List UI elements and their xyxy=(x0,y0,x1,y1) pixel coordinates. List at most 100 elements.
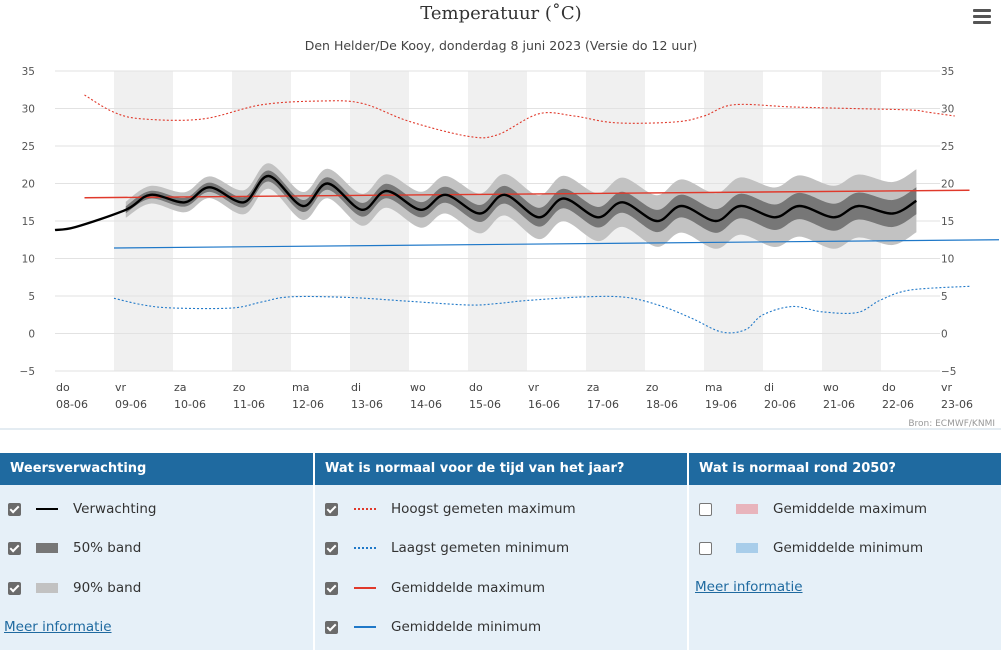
y-tick-label-right: 35 xyxy=(941,66,954,78)
legend-col-2050: Wat is normaal rond 2050? Gemiddelde max… xyxy=(687,453,1001,650)
legend-item-label: 50% band xyxy=(73,540,142,556)
legend-item-label: Gemiddelde maximum xyxy=(391,580,546,596)
legend-item-2050-max[interactable]: Gemiddelde maximum xyxy=(689,499,927,519)
y-tick-label-right: 15 xyxy=(941,216,954,228)
legend-item-record-min[interactable]: Laagst gemeten minimum xyxy=(315,538,569,558)
x-tick-date: 14-06 xyxy=(410,398,442,411)
y-tick-label-left: 5 xyxy=(28,291,35,303)
legend-checkbox[interactable] xyxy=(325,502,338,516)
y-tick-label-right: −5 xyxy=(941,366,956,378)
legend-item-90-band[interactable]: 90% band xyxy=(0,578,141,598)
y-tick-label-right: 20 xyxy=(941,179,954,191)
series-record-max xyxy=(84,94,955,139)
legend-item-label: Gemiddelde minimum xyxy=(391,619,542,635)
legend-checkbox[interactable] xyxy=(699,541,712,555)
legend-item-record-max[interactable]: Hoogst gemeten maximum xyxy=(315,499,576,519)
y-tick-label-left: 10 xyxy=(22,254,35,266)
line-swatch-icon xyxy=(354,587,376,589)
x-tick-day: di xyxy=(764,381,774,394)
meer-informatie-link[interactable]: Meer informatie xyxy=(4,619,112,635)
chart-svg: −5 0 5 10 15 20 25 30 35 −5 0 5 10 15 20 25 30 35 do 08-0… xyxy=(0,2,1001,430)
x-tick-date: 18-06 xyxy=(646,398,678,411)
x-tick-date: 15-06 xyxy=(469,398,501,411)
x-tick-day: za xyxy=(587,381,600,394)
y-tick-label-right: 5 xyxy=(941,291,948,303)
legend-checkbox[interactable] xyxy=(699,502,712,516)
box-swatch-icon xyxy=(36,543,58,553)
x-tick-date: 11-06 xyxy=(233,398,265,411)
legend-checkbox[interactable] xyxy=(8,541,21,555)
box-swatch-icon xyxy=(736,504,758,514)
meer-informatie-link[interactable]: Meer informatie xyxy=(695,579,803,595)
legend-item-label: Hoogst gemeten maximum xyxy=(391,501,576,517)
y-tick-label-left: 30 xyxy=(22,104,35,116)
x-tick-day: ma xyxy=(292,381,309,394)
legend-item-mean-min[interactable]: Gemiddelde minimum xyxy=(315,617,541,637)
series-mean-max xyxy=(84,189,970,199)
x-tick-date: 09-06 xyxy=(115,398,147,411)
legend-col-2050-title: Wat is normaal rond 2050? xyxy=(689,453,1001,485)
legend-item-label: Laagst gemeten minimum xyxy=(391,540,570,556)
chart-subtitle: Den Helder/De Kooy, donderdag 8 juni 202… xyxy=(305,38,698,53)
legend-item-label: Verwachting xyxy=(73,501,157,517)
legend-item-50-band[interactable]: 50% band xyxy=(0,538,141,558)
series-forecast xyxy=(54,174,918,232)
x-tick-date: 21-06 xyxy=(823,398,855,411)
legend-item-mean-max[interactable]: Gemiddelde maximum xyxy=(315,578,545,598)
series-record-min xyxy=(113,285,970,334)
x-tick-day: do xyxy=(469,381,483,394)
x-tick-day: vr xyxy=(528,381,540,394)
line-swatch-icon xyxy=(354,626,376,628)
box-swatch-icon xyxy=(736,543,758,553)
legend-checkbox[interactable] xyxy=(325,620,338,634)
y-tick-label-left: 35 xyxy=(22,66,35,78)
legend-checkbox[interactable] xyxy=(8,502,21,516)
y-tick-label-left: 0 xyxy=(28,329,35,341)
x-tick-day: vr xyxy=(941,381,953,394)
legend-col-normal: Wat is normaal voor de tijd van het jaar… xyxy=(313,453,687,650)
chart-source: Bron: ECMWF/KNMI xyxy=(908,419,995,429)
chart-title: Temperatuur (˚C) xyxy=(420,2,581,24)
y-tick-label-right: 25 xyxy=(941,141,954,153)
x-tick-date: 20-06 xyxy=(764,398,796,411)
x-tick-day: vr xyxy=(115,381,127,394)
line-swatch-icon xyxy=(36,508,58,510)
legend-checkbox[interactable] xyxy=(8,581,21,595)
chart-menu-icon[interactable] xyxy=(973,9,991,25)
legend-item-label: Gemiddelde maximum xyxy=(773,501,928,517)
x-tick-date: 12-06 xyxy=(292,398,324,411)
y-tick-label-left: −5 xyxy=(20,366,35,378)
box-swatch-icon xyxy=(36,583,58,593)
x-tick-day: ma xyxy=(705,381,722,394)
x-tick-day: do xyxy=(882,381,896,394)
y-tick-label-left: 20 xyxy=(22,179,35,191)
series-mean-min xyxy=(113,239,1000,249)
dotted-line-swatch-icon xyxy=(354,547,376,549)
x-tick-day: wo xyxy=(823,381,839,394)
legend-item-verwachting[interactable]: Verwachting xyxy=(0,499,157,519)
x-tick-day: do xyxy=(56,381,70,394)
legend-checkbox[interactable] xyxy=(325,581,338,595)
y-tick-label-right: 10 xyxy=(941,254,954,266)
x-tick-date: 17-06 xyxy=(587,398,619,411)
x-tick-day: zo xyxy=(233,381,246,394)
x-tick-date: 10-06 xyxy=(174,398,206,411)
legend-item-2050-min[interactable]: Gemiddelde minimum xyxy=(689,538,923,558)
y-tick-label-left: 15 xyxy=(22,216,35,228)
x-tick-day: wo xyxy=(410,381,426,394)
legend-table: Weersverwachting Verwachting 50% band 90… xyxy=(0,453,1001,650)
x-tick-day: za xyxy=(174,381,187,394)
dotted-line-swatch-icon xyxy=(354,508,376,510)
legend-col-normal-title: Wat is normaal voor de tijd van het jaar… xyxy=(315,453,687,485)
y-tick-label-right: 0 xyxy=(941,329,948,341)
legend-col-forecast-title: Weersverwachting xyxy=(0,453,313,485)
legend-checkbox[interactable] xyxy=(325,541,338,555)
x-tick-day: zo xyxy=(646,381,659,394)
y-tick-label-right: 30 xyxy=(941,104,954,116)
x-tick-date: 13-06 xyxy=(351,398,383,411)
legend-item-label: Gemiddelde minimum xyxy=(773,540,924,556)
legend-col-forecast: Weersverwachting Verwachting 50% band 90… xyxy=(0,453,313,650)
legend-item-label: 90% band xyxy=(73,580,142,596)
x-tick-date: 22-06 xyxy=(882,398,914,411)
temperature-chart: −5 0 5 10 15 20 25 30 35 −5 0 5 10 15 20 25 30 35 do 08-0… xyxy=(0,2,1001,430)
